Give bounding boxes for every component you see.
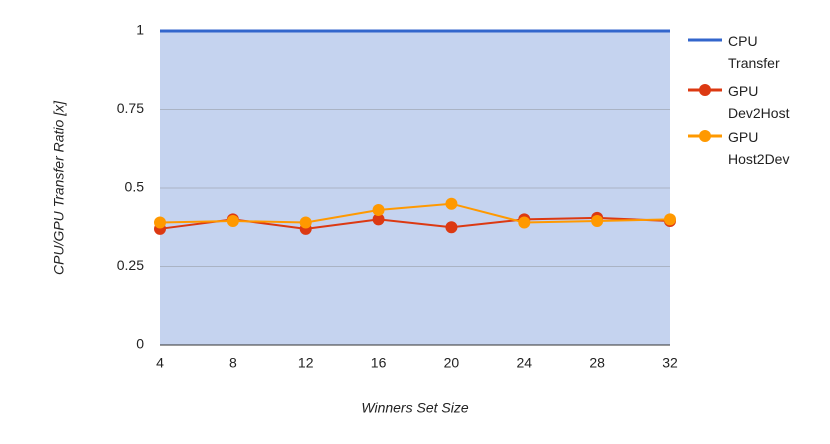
legend-label: CPU Transfer — [728, 33, 780, 71]
point — [226, 214, 239, 227]
y-axis-label: CPU/GPU Transfer Ratio [x] — [51, 100, 67, 275]
x-tick-label: 4 — [156, 355, 164, 371]
lines — [154, 29, 676, 235]
x-tick-label: 8 — [229, 355, 237, 371]
x-tick-label: 24 — [516, 355, 532, 371]
point — [299, 216, 312, 229]
legend-label: GPU Dev2Host — [728, 83, 790, 121]
y-tick-label: 0.75 — [117, 100, 144, 116]
x-tick-label: 12 — [298, 355, 314, 371]
legend-label: GPU Host2Dev — [728, 129, 790, 167]
y-tick-label: 1 — [136, 22, 144, 38]
x-tick-label: 16 — [371, 355, 387, 371]
series-line — [159, 202, 671, 224]
x-axis-label: Winners Set Size — [361, 400, 468, 416]
point — [664, 213, 676, 226]
y-tick-label: 0.25 — [117, 257, 144, 273]
y-tick-label: 0 — [136, 336, 144, 352]
point — [372, 213, 385, 226]
x-tick-label: 32 — [662, 355, 678, 371]
point — [591, 214, 604, 227]
legend-marker — [699, 84, 711, 96]
point — [445, 197, 458, 210]
x-tick-label: 28 — [589, 355, 605, 371]
legend-marker — [699, 130, 711, 142]
point — [445, 221, 458, 234]
point — [154, 216, 166, 229]
y-tick-label: 0.5 — [125, 179, 145, 195]
point — [518, 216, 531, 229]
point — [372, 203, 385, 216]
x-tick-label: 20 — [444, 355, 460, 371]
